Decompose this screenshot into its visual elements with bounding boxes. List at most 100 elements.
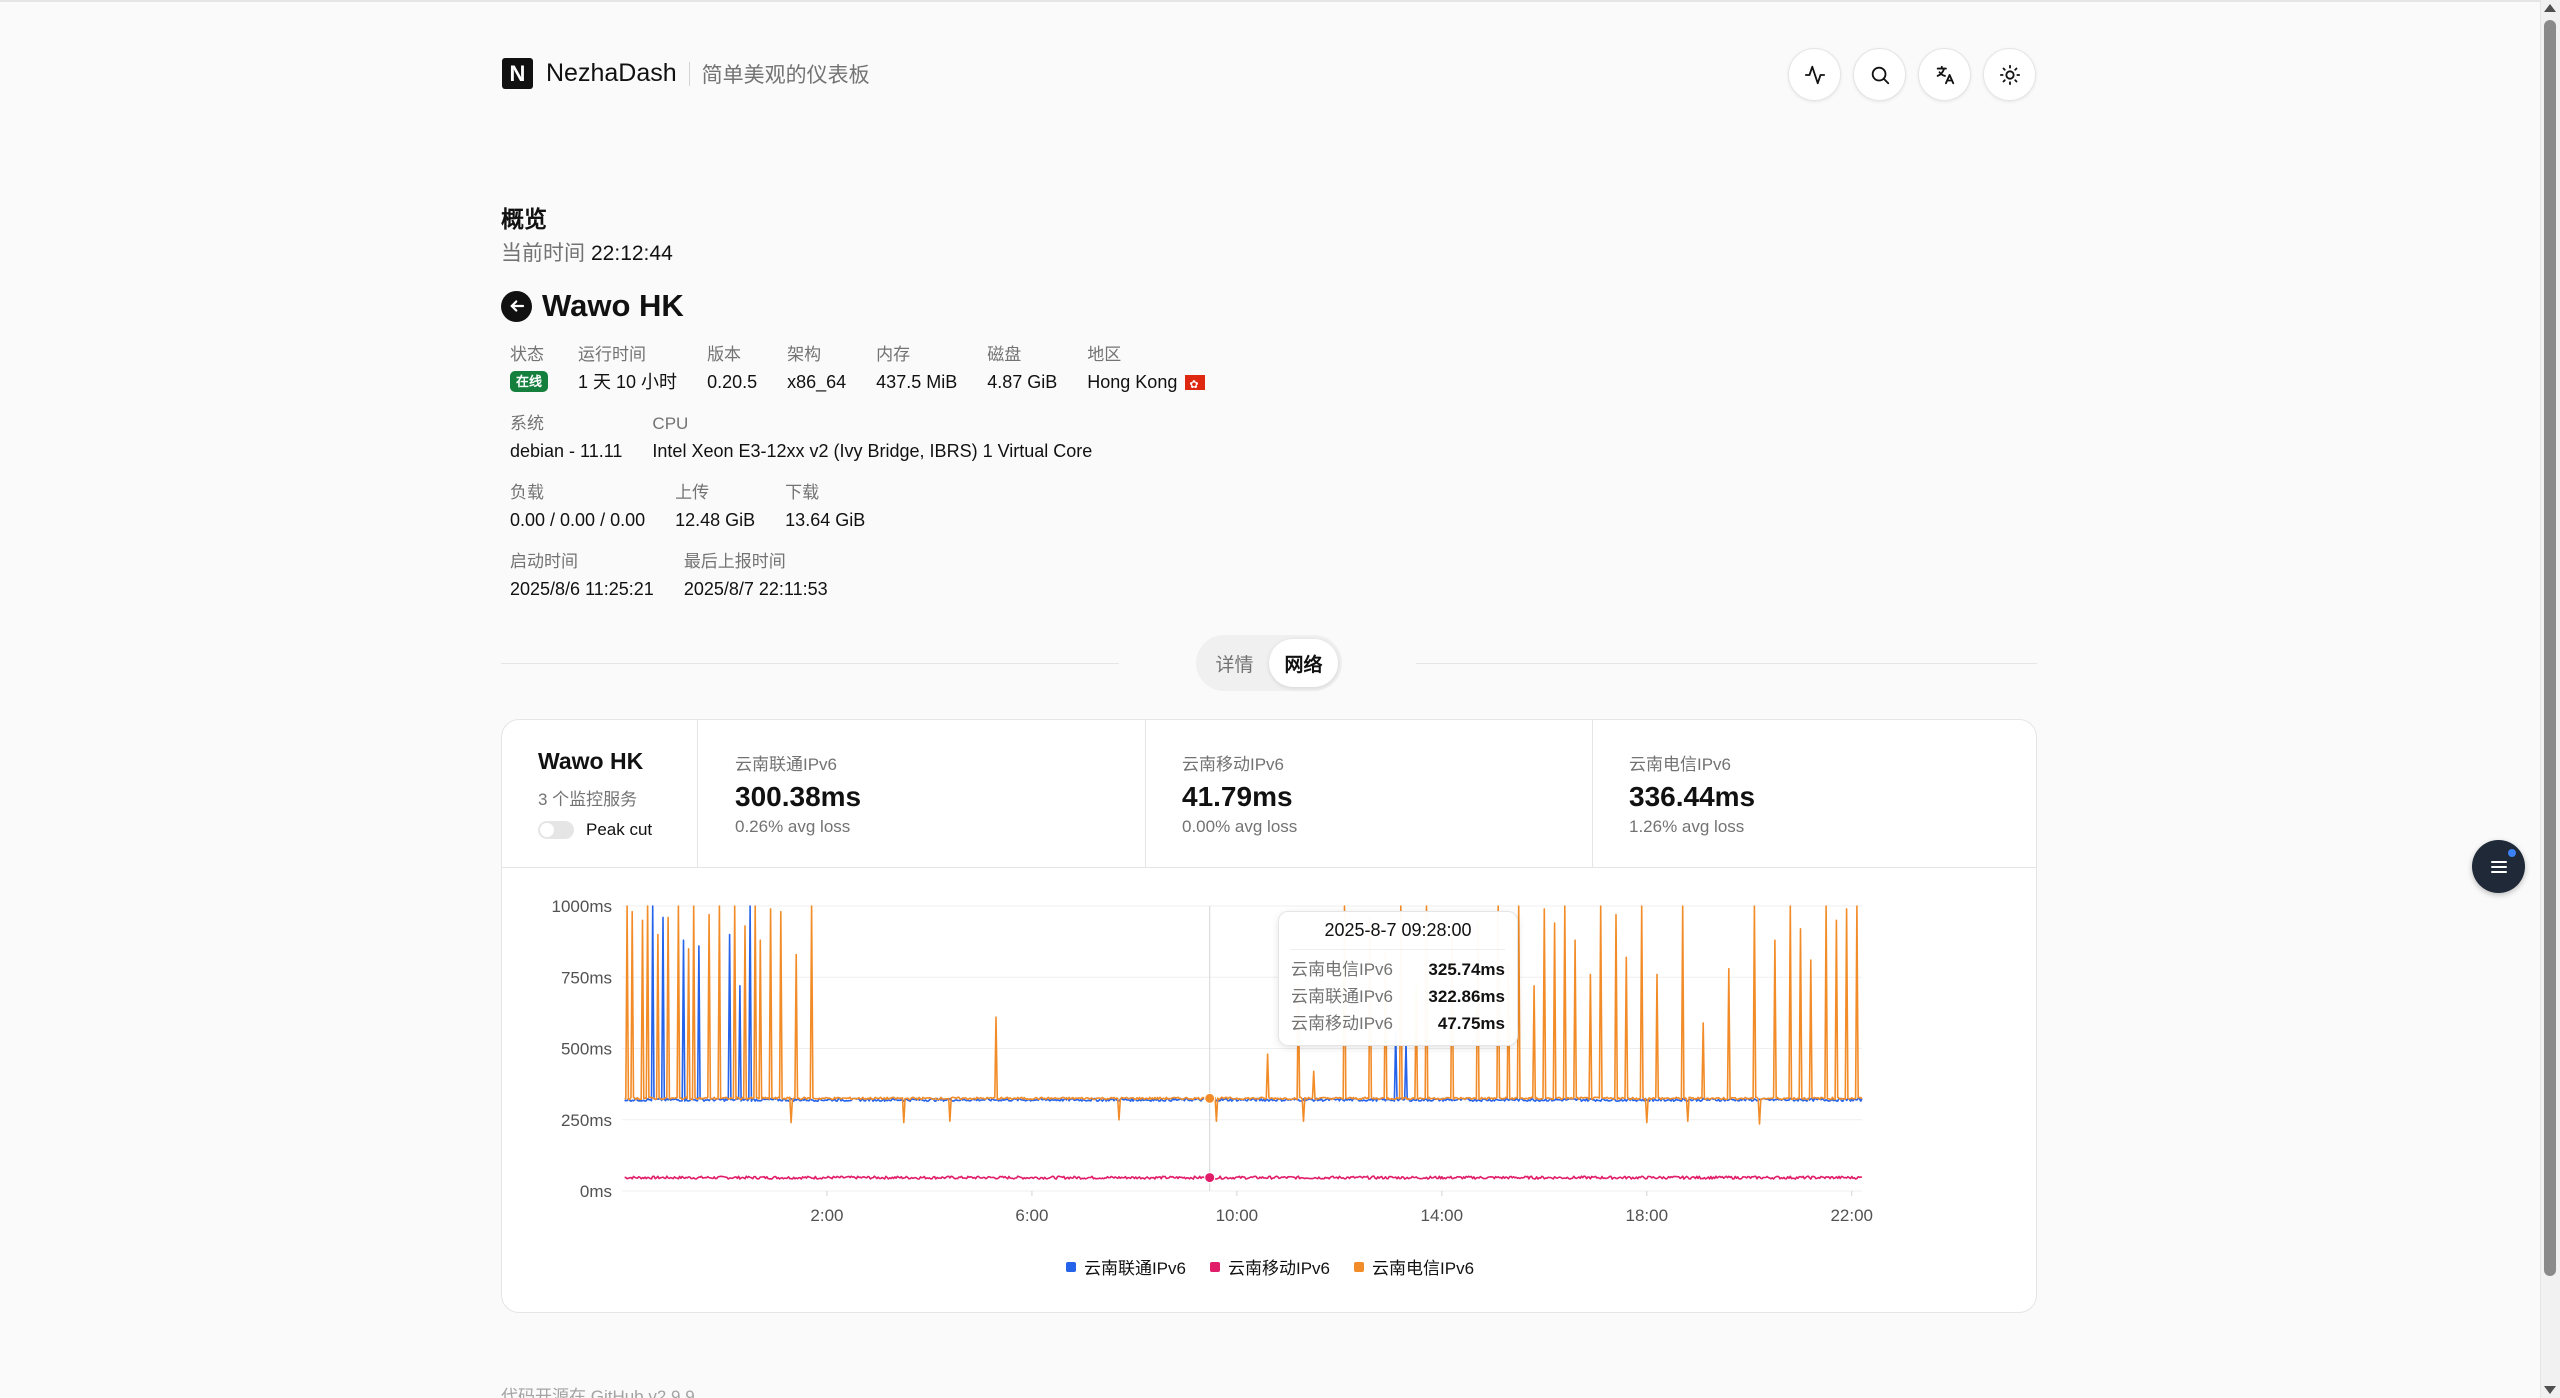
scroll-up-arrow-icon[interactable] xyxy=(2544,4,2556,12)
info-cpu: CPU Intel Xeon E3-12xx v2 (Ivy Bridge, I… xyxy=(652,413,1092,462)
legend-item-unicom[interactable]: 云南联通IPv6 xyxy=(1065,1254,1186,1279)
metric-loss: 0.26% avg loss xyxy=(735,817,851,836)
info-version: 版本 0.20.5 xyxy=(707,344,757,393)
info-label: 下载 xyxy=(785,483,820,502)
activity-icon xyxy=(1804,65,1825,84)
chart-legend: 云南联通IPv6 云南移动IPv6 云南电信IPv6 xyxy=(502,1254,2036,1279)
series-line-mobile xyxy=(624,1175,1863,1180)
info-label: 运行时间 xyxy=(578,345,647,364)
tooltip-value: 47.75ms xyxy=(1437,1014,1505,1033)
tab-network[interactable]: 网络 xyxy=(1269,639,1338,687)
info-value: 12.48 GiB xyxy=(675,510,756,530)
info-value: 0.20.5 xyxy=(707,372,758,392)
floating-menu-button[interactable] xyxy=(2472,840,2525,893)
latency-chart[interactable]: 0ms 250ms 500ms 750ms 1000ms 2:00 6:00 10:00 14:… xyxy=(502,869,2037,1249)
info-value: x86_64 xyxy=(787,372,847,392)
divider xyxy=(501,663,1119,664)
info-row-system: 系统 debian - 11.11 CPU Intel Xeon E3-12xx… xyxy=(510,413,1122,462)
tab-details[interactable]: 详情 xyxy=(1215,654,1254,676)
view-tabs: 详情 网络 xyxy=(1196,635,1342,691)
header-actions xyxy=(1788,48,2036,101)
search-button[interactable] xyxy=(1853,48,1906,101)
y-tick-label: 0ms xyxy=(580,1182,612,1201)
logo[interactable]: N NezhaDash 简单美观的仪表板 xyxy=(502,58,870,89)
info-label: 架构 xyxy=(787,345,822,364)
series-line-telecom xyxy=(624,905,1863,1125)
info-status: 状态 在线 xyxy=(510,344,549,393)
back-button[interactable] xyxy=(501,290,532,322)
x-tick-label: 6:00 xyxy=(1015,1206,1048,1225)
hover-point-telecom xyxy=(1204,1092,1216,1104)
metric-loss: 0.00% avg loss xyxy=(1182,817,1298,836)
search-icon xyxy=(1871,66,1889,84)
overview-title: 概览 xyxy=(501,206,547,232)
metric-unicom[interactable]: 云南联通IPv6 300.38ms 0.26% avg loss xyxy=(699,720,1146,868)
y-tick-label: 500ms xyxy=(561,1040,612,1059)
metric-value: 336.44ms xyxy=(1629,781,1756,812)
scroll-down-arrow-icon[interactable] xyxy=(2544,1386,2556,1394)
chart-tooltip: 2025-8-7 09:28:00 云南电信IPv6 325.74ms 云南联通I… xyxy=(1278,911,1518,1046)
server-header: Wawo HK xyxy=(501,288,684,324)
theme-button[interactable] xyxy=(1983,48,2036,101)
network-card: Wawo HK 3 个监控服务 Peak cut 云南联通IPv6 300.38… xyxy=(501,719,2037,1313)
info-uptime: 运行时间 1 天 10 小时 xyxy=(578,344,677,393)
peak-cut: Peak cut xyxy=(538,820,697,840)
info-memory: 内存 437.5 MiB xyxy=(876,344,957,393)
legend-swatch xyxy=(1209,1261,1220,1272)
language-button[interactable] xyxy=(1918,48,1971,101)
info-last-report: 最后上报时间 2025/8/7 22:11:53 xyxy=(684,551,828,600)
info-row-times: 启动时间 2025/8/6 11:25:21 最后上报时间 2025/8/7 2… xyxy=(510,551,858,600)
metric-value: 41.79ms xyxy=(1182,781,1293,812)
tooltip-row: 云南联通IPv6 322.86ms xyxy=(1291,983,1505,1010)
list-icon xyxy=(2490,860,2507,873)
info-row-traffic: 负载 0.00 / 0.00 / 0.00 上传 12.48 GiB 下载 13… xyxy=(510,482,895,531)
info-value: 2025/8/6 11:25:21 xyxy=(510,579,654,599)
brand-separator xyxy=(688,61,690,86)
metric-mobile[interactable]: 云南移动IPv6 41.79ms 0.00% avg loss xyxy=(1146,720,1593,868)
peak-cut-toggle[interactable] xyxy=(538,821,574,839)
info-value: Hong Kong xyxy=(1087,371,1206,396)
server-name: Wawo HK xyxy=(542,288,684,323)
card-header: Wawo HK 3 个监控服务 Peak cut 云南联通IPv6 300.38… xyxy=(502,720,2036,868)
card-summary: Wawo HK 3 个监控服务 Peak cut xyxy=(502,720,698,868)
metric-value: 300.38ms xyxy=(735,781,862,812)
info-label: 磁盘 xyxy=(987,345,1022,364)
info-label: 地区 xyxy=(1087,345,1122,364)
nezha-logo-icon: N xyxy=(502,58,533,89)
info-label: 版本 xyxy=(707,345,742,364)
y-tick-label: 250ms xyxy=(561,1111,612,1130)
activity-button[interactable] xyxy=(1788,48,1841,101)
status-badge: 在线 xyxy=(510,371,549,392)
metric-telecom[interactable]: 云南电信IPv6 336.44ms 1.26% avg loss xyxy=(1593,720,2036,868)
info-value: 1 天 10 小时 xyxy=(578,372,678,392)
page-scrollbar[interactable] xyxy=(2540,0,2560,1398)
info-value: 13.64 GiB xyxy=(785,510,866,530)
info-download: 下载 13.64 GiB xyxy=(785,482,865,531)
translate-icon xyxy=(1936,65,1954,84)
region-name: Hong Kong xyxy=(1087,372,1178,392)
info-label: 最后上报时间 xyxy=(683,552,786,571)
info-row-basic: 状态 在线 运行时间 1 天 10 小时 版本 0.20.5 架构 x86_64… xyxy=(510,344,1235,396)
metric-loss: 1.26% avg loss xyxy=(1629,817,1745,836)
info-label: CPU xyxy=(652,414,689,433)
hover-point-mobile xyxy=(1204,1172,1216,1184)
metric-label: 云南电信IPv6 xyxy=(1629,755,1732,774)
legend-label: 云南电信IPv6 xyxy=(1372,1259,1475,1278)
footer-text[interactable]: 代码开源在 GitHub v2.9.9 xyxy=(501,1387,695,1398)
metric-label: 云南移动IPv6 xyxy=(1182,755,1285,774)
current-time-value: 22:12:44 xyxy=(591,242,673,265)
tooltip-row: 云南电信IPv6 325.74ms xyxy=(1291,956,1505,983)
tagline: 简单美观的仪表板 xyxy=(701,63,870,87)
brand-name: NezhaDash xyxy=(546,59,677,87)
x-tick-label: 14:00 xyxy=(1421,1206,1464,1225)
scrollbar-thumb[interactable] xyxy=(2544,20,2556,1276)
legend-item-telecom[interactable]: 云南电信IPv6 xyxy=(1354,1254,1474,1279)
info-label: 启动时间 xyxy=(510,552,578,571)
legend-label: 云南联通IPv6 xyxy=(1083,1259,1186,1278)
service-count: 3 个监控服务 xyxy=(538,790,638,809)
tooltip-value: 322.86ms xyxy=(1428,987,1505,1006)
tooltip-row: 云南移动IPv6 47.75ms xyxy=(1291,1010,1505,1037)
info-label: 状态 xyxy=(510,345,544,364)
tooltip-title: 2025-8-7 09:28:00 xyxy=(1291,920,1505,950)
legend-item-mobile[interactable]: 云南移动IPv6 xyxy=(1209,1254,1330,1279)
